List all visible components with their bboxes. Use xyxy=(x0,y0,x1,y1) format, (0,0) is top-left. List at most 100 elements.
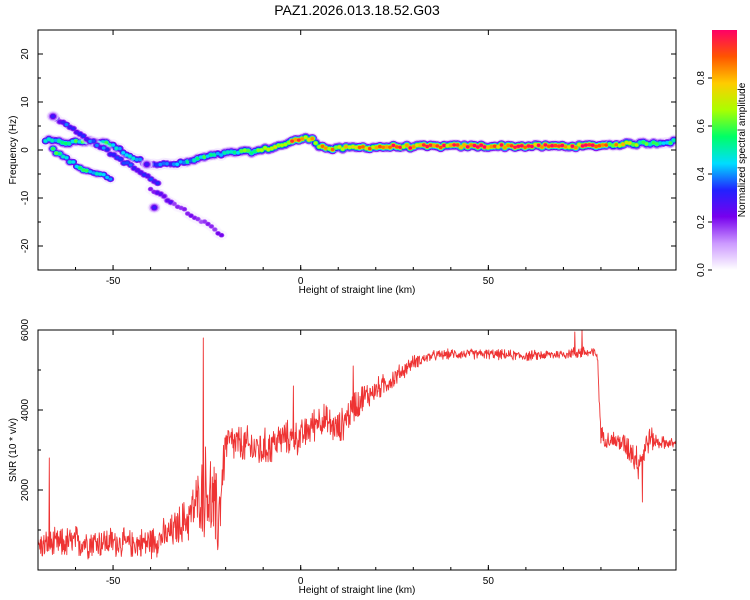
spectrogram-cell xyxy=(438,145,443,150)
spectrogram-cell xyxy=(546,144,551,148)
spectrogram-cell xyxy=(212,227,217,232)
spectrogram-xtick-label: -50 xyxy=(106,276,121,287)
spectrogram-cell xyxy=(216,231,221,235)
spectrogram-cell xyxy=(445,144,450,148)
spectrogram-cell xyxy=(671,138,676,142)
spectrogram-cell xyxy=(77,140,82,144)
spectrogram-cell xyxy=(263,146,267,150)
spectrogram-cell xyxy=(401,145,406,149)
spectrogram-cell xyxy=(142,173,147,177)
spectrogram-blob xyxy=(152,205,157,210)
spectrogram-cell xyxy=(357,145,362,150)
colorbar-tick-label: 0.6 xyxy=(696,119,707,133)
spectrogram-cell xyxy=(371,145,375,149)
spectrogram-cell xyxy=(317,145,321,149)
spectrogram-cell xyxy=(337,145,342,149)
spectrogram-cell xyxy=(219,153,224,157)
spectrogram-cell xyxy=(54,151,59,155)
spectrogram-xtick-label: 50 xyxy=(483,276,495,287)
spectrogram-cell xyxy=(594,144,598,149)
spectrogram-cell xyxy=(398,145,403,149)
spectrogram-cell xyxy=(344,145,348,149)
spectrogram-cell xyxy=(114,146,119,151)
spectrogram-ytick-label: 20 xyxy=(20,48,31,60)
colorbar-ticks: 0.0 0.2 0.4 0.6 0.8 xyxy=(696,71,712,277)
spectrogram-cell xyxy=(165,198,170,203)
spectrogram-cell xyxy=(122,161,126,165)
spectrogram-cell xyxy=(95,172,99,176)
spectrogram-marks xyxy=(39,110,676,241)
spectrogram-cell xyxy=(219,233,224,237)
spectrogram-cell xyxy=(188,159,193,163)
spectrogram-cell xyxy=(455,143,460,147)
spectrogram-cell xyxy=(199,220,204,224)
spectrogram-cell xyxy=(405,143,409,147)
spectrogram-cell xyxy=(557,144,561,148)
spectrogram-cell xyxy=(665,141,669,145)
spectrogram-cell xyxy=(634,143,639,147)
spectrogram-cell xyxy=(182,207,187,211)
spectrogram-cell xyxy=(519,144,524,148)
spectrogram-cell xyxy=(533,143,538,147)
spectrogram-cell xyxy=(111,153,116,157)
spectrogram-cell xyxy=(43,139,48,143)
spectrogram-cell xyxy=(415,143,419,147)
spectrogram-cell xyxy=(192,158,197,163)
spectrogram-cell xyxy=(74,139,78,143)
spectrogram-cell xyxy=(53,138,58,143)
spectrogram-cell xyxy=(115,156,120,160)
snr-series-line xyxy=(38,330,676,560)
spectrogram-cell xyxy=(149,177,153,181)
spectrogram-cell xyxy=(249,151,254,155)
spectrogram-cell xyxy=(479,143,484,147)
spectrogram-cell xyxy=(128,163,133,167)
spectrogram-cell xyxy=(452,143,457,147)
spectrogram-cell xyxy=(152,190,156,194)
spectrogram-cell xyxy=(347,145,352,149)
spectrogram-cell xyxy=(145,174,150,178)
spectrogram-cell xyxy=(98,172,103,176)
spectrogram-cell xyxy=(161,161,166,166)
spectrogram-cell xyxy=(280,143,284,147)
spectrogram-cell xyxy=(364,146,369,150)
spectrogram-cell xyxy=(421,143,426,147)
spectrogram-cell xyxy=(300,137,305,141)
spectrogram-cell xyxy=(273,145,278,149)
spectrogram-cell xyxy=(276,143,281,148)
spectrogram-ytick-label: -10 xyxy=(20,190,31,205)
spectrogram-cell xyxy=(199,155,203,159)
spectrogram-cell xyxy=(381,145,386,149)
spectrogram-cell xyxy=(499,143,504,147)
spectrogram-cell xyxy=(550,144,555,148)
spectrogram-cell xyxy=(209,153,213,157)
spectrogram-ylabel: Frequency (Hz) xyxy=(8,116,19,185)
snr-xtick-label: 50 xyxy=(483,576,495,587)
spectrogram-cell xyxy=(179,206,183,210)
spectrogram-cell xyxy=(195,156,200,161)
spectrogram-cell xyxy=(206,222,210,226)
spectrogram-cell xyxy=(78,166,82,170)
spectrogram-cell xyxy=(205,154,210,158)
spectrogram-cell xyxy=(74,164,79,169)
spectrogram-cell xyxy=(509,144,514,148)
spectrogram-cell xyxy=(293,138,298,142)
spectrogram-cell xyxy=(600,143,605,147)
spectrogram-cell xyxy=(134,157,139,162)
spectrogram-cell xyxy=(286,141,291,145)
spectrogram-cell xyxy=(567,145,571,149)
spectrogram-cell xyxy=(158,192,163,196)
spectrogram-cell xyxy=(563,145,568,149)
spectrogram-cell xyxy=(108,152,113,156)
spectrogram-cell xyxy=(472,143,477,148)
spectrogram-cell xyxy=(172,202,177,206)
spectrogram-cell xyxy=(101,146,106,150)
spectrogram-cell xyxy=(465,145,470,149)
spectrogram-cell xyxy=(648,142,652,146)
spectrogram-cell xyxy=(105,175,109,179)
spectrogram-cell xyxy=(435,144,440,148)
spectrogram-cell xyxy=(523,145,527,149)
spectrogram-cell xyxy=(627,141,632,145)
spectrogram-cell xyxy=(658,141,663,145)
spectrogram-cell xyxy=(121,151,126,155)
spectrogram-cell xyxy=(71,160,76,164)
